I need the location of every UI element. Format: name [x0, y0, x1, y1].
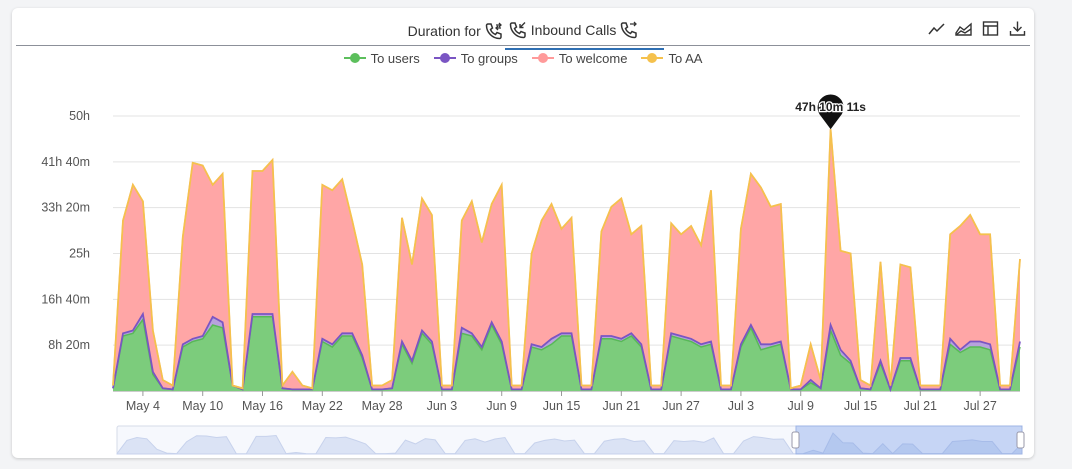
y-tick-label: 50h: [69, 109, 90, 123]
chart-toolbox: [928, 20, 1026, 37]
legend-label-to-users: To users: [370, 50, 420, 66]
marker-pin: [817, 94, 844, 130]
phone-transfer-icon[interactable]: [620, 21, 638, 39]
y-tick-label: 25h: [69, 247, 90, 261]
download-icon[interactable]: [1009, 20, 1026, 37]
legend-item-to-groups[interactable]: To groups: [433, 50, 518, 66]
y-tick-label: 16h 40m: [41, 292, 90, 306]
zoom-selection: [795, 425, 1023, 455]
x-tick-label: Jun 3: [427, 399, 458, 413]
stacked-area-icon[interactable]: [955, 20, 972, 37]
x-tick-label: Jul 21: [904, 399, 937, 413]
x-tick-label: May 10: [182, 399, 223, 413]
legend-item-to-welcome[interactable]: To welcome: [531, 50, 628, 66]
legend-item-to-aa[interactable]: To AA: [641, 51, 702, 66]
x-tick-label: Jun 15: [543, 399, 581, 413]
legend-item-to-users[interactable]: To users: [343, 50, 420, 66]
x-tick-label: Jul 15: [844, 399, 877, 413]
tab-inbound-calls[interactable]: Inbound Calls: [504, 21, 664, 50]
x-axis: May 4 May 10 May 16 May 22 May 28 Jun 3 Jun 9 J…: [126, 391, 997, 413]
legend-swatch-groups: [433, 53, 456, 63]
y-tick-label: 33h 20m: [41, 201, 90, 215]
chart-header: Duration for Inbound Calls: [12, 18, 1034, 50]
phone-outgoing-icon[interactable]: [485, 22, 503, 40]
header-prefix-group: Duration for: [408, 22, 503, 40]
legend-label-to-groups: To groups: [460, 50, 518, 66]
area-to-welcome: [113, 129, 1020, 390]
x-tick-label: May 4: [126, 399, 160, 413]
legend-swatch-welcome: [531, 53, 554, 63]
y-tick-label: 8h 20m: [48, 338, 90, 352]
max-marker: 47h 10m 11s: [794, 94, 868, 130]
x-tick-label: Jul 3: [728, 399, 754, 413]
zoom-preview: [116, 432, 1023, 455]
x-tick-label: May 16: [242, 399, 283, 413]
series-areas: [113, 129, 1020, 391]
phone-incoming-icon: [509, 22, 526, 39]
y-tick-label: 41h 40m: [41, 155, 90, 169]
line-to-aa: [112, 129, 1021, 390]
x-tick-label: Jun 9: [486, 399, 517, 413]
zoom-handle-right: [1016, 431, 1025, 449]
x-tick-label: Jul 27: [963, 399, 996, 413]
x-tick-label: May 28: [362, 399, 403, 413]
zoom-handle-left: [791, 431, 800, 449]
chart-legend: To users To groups To welcome To AA: [12, 49, 1034, 67]
data-zoom-slider[interactable]: [116, 425, 1025, 455]
x-tick-label: May 22: [302, 399, 343, 413]
x-tick-label: Jun 21: [603, 399, 641, 413]
area-to-users: [113, 316, 1020, 391]
x-tick-label: Jul 9: [788, 399, 814, 413]
line-chart-icon[interactable]: [928, 20, 945, 37]
table-view-icon[interactable]: [982, 20, 999, 37]
chart-card: Duration for Inbound Calls: [12, 8, 1034, 458]
y-axis: 8h 20m 16h 40m 25h 33h 20m 41h 40m 50h: [41, 109, 90, 352]
legend-swatch-aa: [641, 53, 664, 63]
header-divider: [16, 45, 1030, 46]
marker-label: 47h 10m 11s: [795, 100, 866, 114]
header-prefix: Duration for: [407, 23, 481, 39]
legend-swatch-users: [343, 53, 366, 63]
legend-label-to-welcome: To welcome: [558, 50, 628, 66]
tab-inbound-calls-label: Inbound Calls: [530, 22, 617, 38]
x-tick-label: Jun 27: [662, 399, 700, 413]
legend-label-to-aa: To AA: [668, 50, 703, 66]
series-lines: [112, 129, 1021, 393]
line-to-groups: [112, 311, 1021, 393]
